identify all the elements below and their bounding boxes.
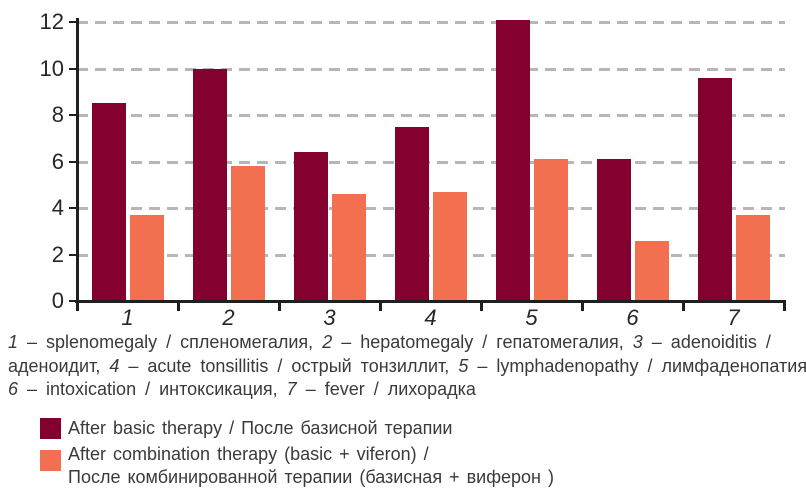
x-axis-category-label-4: 4 [424, 305, 437, 330]
bar-series2-category3 [332, 194, 366, 301]
x-axis-tick [783, 303, 786, 311]
bar-series1-category6 [597, 159, 631, 301]
legend-swatch-combination-therapy [40, 449, 61, 471]
y-axis-tick-label-12: 12 [39, 9, 64, 34]
bar-series2-category5 [534, 159, 568, 301]
legend-label-combination-therapy: After combination therapy (basic + vifer… [68, 443, 554, 490]
bar-series2-category4 [433, 191, 467, 301]
gridline-y2 [77, 253, 785, 257]
gridline-y10 [77, 67, 785, 71]
y-axis-tick-12 [69, 21, 77, 23]
caption-line: аденоидит, 4 – acute tonsillitis / остры… [8, 355, 806, 379]
y-axis-tick-label-6: 6 [51, 148, 64, 174]
caption-text: – acute tonsillitis / острый тонзиллит, [119, 355, 459, 376]
gridline-y4 [77, 207, 785, 210]
y-axis-tick-0 [69, 300, 77, 302]
y-axis-tick-6 [69, 160, 77, 163]
x-axis-category-label-7: 7 [727, 305, 740, 330]
legend-label-line: After basic therapy / После базисной тер… [68, 418, 453, 438]
caption-marker-number: 6 [8, 379, 19, 399]
bar-series2-category1 [130, 214, 164, 301]
x-axis-line [75, 300, 786, 303]
x-axis-category-label-5: 5 [525, 305, 538, 330]
bar-series2-category7 [736, 214, 770, 301]
x-axis-tick [278, 303, 281, 311]
caption-marker-number: 4 [109, 355, 120, 376]
y-axis-tick-label-0: 0 [51, 288, 64, 313]
bar-series1-category1 [92, 103, 126, 301]
x-axis-category-label-6: 6 [626, 305, 639, 330]
x-axis-tick [480, 303, 483, 311]
caption-text: – hepatomegaly / гепатомегалия, [332, 332, 633, 352]
caption-text: – lymphadenopathy / лимфаденопатия, [468, 355, 806, 376]
y-axis-tick-10 [69, 67, 77, 70]
caption-line: 6 – intoxication / интоксикация, 7 – fev… [8, 378, 804, 402]
legend-item-basic-therapy: After basic therapy / После базисной тер… [40, 417, 554, 441]
bar-series1-category4 [395, 126, 429, 301]
x-axis-category-label-1: 1 [121, 305, 134, 330]
y-axis-tick-label-8: 8 [51, 102, 64, 127]
bar-series1-category7 [698, 77, 732, 301]
caption-marker-number: 1 [8, 332, 19, 352]
bar-series1-category2 [193, 68, 227, 301]
x-axis-tick [177, 303, 180, 311]
caption-text: аденоидит, [8, 355, 110, 376]
y-axis-tick-8 [69, 114, 77, 116]
caption-text: – intoxication / интоксикация, [18, 379, 287, 399]
caption-marker-number: 7 [286, 379, 297, 399]
x-axis-tick [682, 303, 685, 311]
x-axis-category-label-2: 2 [222, 305, 235, 330]
y-axis-tick-label-2: 2 [51, 241, 64, 267]
legend-label-line: After combination therapy (basic + vifer… [68, 443, 429, 464]
y-axis-tick-label-10: 10 [39, 55, 64, 81]
y-axis-tick-2 [69, 253, 77, 256]
x-axis-tick [76, 303, 79, 311]
figure-caption: 1 – splenomegaly / спленомегалия, 2 – he… [8, 331, 806, 402]
y-axis-tick-label-4: 4 [51, 195, 64, 220]
caption-line: 1 – splenomegaly / спленомегалия, 2 – he… [8, 331, 804, 355]
legend-label-line: После комбинированной терапии (базисная … [68, 467, 554, 487]
caption-text: – splenomegaly / спленомегалия, [18, 332, 323, 352]
bar-series1-category3 [294, 152, 328, 301]
gridline-y12 [77, 21, 785, 24]
caption-text: – adenoiditis / [642, 332, 771, 352]
bar-series2-category6 [635, 240, 669, 301]
gridline-y6 [77, 160, 785, 164]
chart-legend: After basic therapy / После базисной тер… [40, 417, 554, 492]
legend-swatch-basic-therapy [40, 418, 61, 439]
caption-marker-number: 3 [632, 332, 643, 352]
bar-series1-category5 [496, 19, 530, 301]
caption-marker-number: 2 [322, 332, 333, 352]
y-axis-tick-4 [69, 207, 77, 209]
x-axis-tick [379, 303, 382, 311]
y-axis-line [76, 18, 79, 303]
legend-label-basic-therapy: After basic therapy / После базисной тер… [68, 417, 554, 441]
caption-text: – fever / лихорадка [296, 379, 476, 399]
bar-series2-category2 [231, 166, 265, 301]
x-axis-category-label-3: 3 [323, 305, 336, 330]
caption-marker-number: 5 [458, 355, 469, 376]
legend-item-combination-therapy: After combination therapy (basic + vifer… [40, 443, 554, 490]
x-axis-tick [581, 303, 584, 311]
gridline-y8 [77, 114, 785, 117]
